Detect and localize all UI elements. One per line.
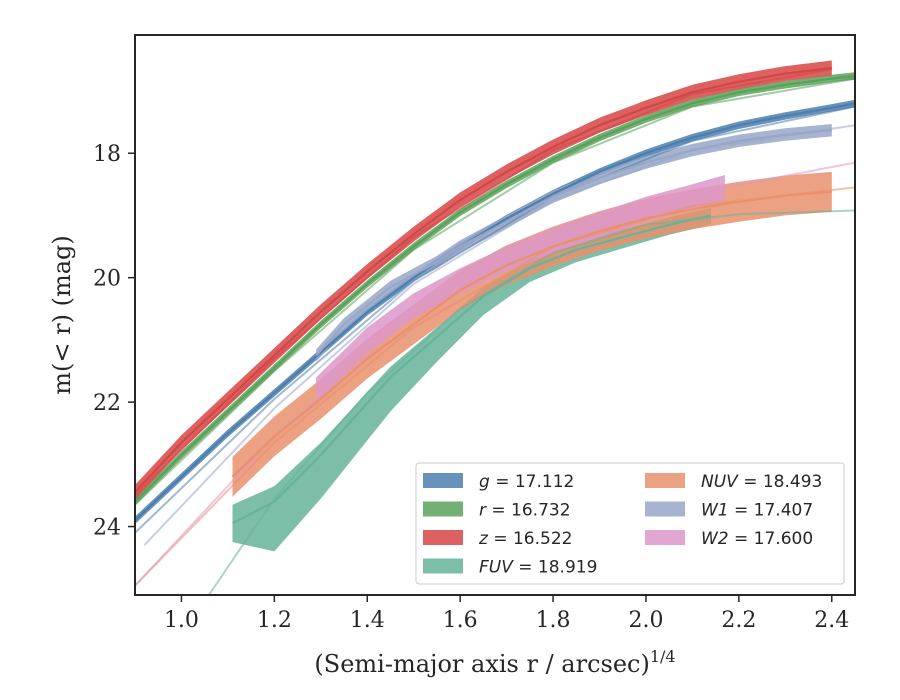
legend-swatch-w1 [645,501,685,517]
series-line-r [135,75,855,503]
legend-swatch-fuv [423,558,463,574]
y-axis-label: m(< r) (mag) [48,235,76,394]
y-axis-ticks: 18 20 22 24 [93,142,135,541]
legend-swatch-z [423,530,463,545]
fit-line-z [135,68,832,497]
band-w2 [316,175,725,403]
y-tick-label: 18 [93,142,121,167]
x-tick-label: 1.0 [164,608,199,633]
x-axis-ticks: 1.0 1.2 1.4 1.6 1.8 2.0 2.2 2.4 [164,595,849,633]
x-axis-label: (Semi-major axis r / arcsec)1/4 [314,647,675,678]
legend-label-z: z = 16.522 [478,529,572,549]
series-line-g [135,102,855,522]
legend-label-r: r = 16.732 [479,501,571,521]
legend-label-nuv: NUV = 18.493 [701,472,822,492]
fit-line-nuv [135,186,855,587]
legend-box [415,462,845,585]
series-line-fuv [231,214,712,525]
y-tick-label: 24 [93,516,121,541]
series-line-w1 [315,129,832,357]
uncertainty-bands [135,60,855,552]
legend: g = 17.112 r = 16.732 z = 16.522 FUV = 18.9… [415,462,845,585]
legend-swatch-g [423,473,463,488]
fit-line-w1 [143,124,855,546]
band-fuv [232,208,711,552]
legend-label-w1: W1 = 17.407 [701,501,813,521]
x-tick-label: 2.4 [814,608,849,633]
x-tick-label: 1.8 [536,608,571,633]
legend-label-fuv: FUV = 18.919 [479,558,597,578]
x-tick-label: 2.2 [721,608,756,633]
fit-line-g [135,105,855,534]
fit-line-fuv [207,209,855,595]
x-tick-label: 1.6 [443,608,478,633]
series-line-z [135,66,832,494]
fit-line-r [135,77,855,506]
x-tick-label: 2.0 [628,608,663,633]
series-line-w2 [315,186,726,391]
x-axis-label-superscript: 1/4 [650,647,676,666]
legend-swatch-nuv [645,473,685,488]
legend-swatch-r [423,501,463,517]
plot-frame [134,34,856,596]
y-tick-label: 22 [93,391,121,416]
series-line-nuv [231,190,832,478]
legend-label-w2: W2 = 17.600 [701,529,813,549]
legend-swatch-w2 [645,530,685,545]
data-lines [135,66,855,525]
legend-label-g: g = 17.112 [479,472,574,492]
x-tick-label: 1.2 [257,608,292,633]
x-tick-label: 1.4 [350,608,385,633]
y-tick-label: 20 [93,267,121,292]
